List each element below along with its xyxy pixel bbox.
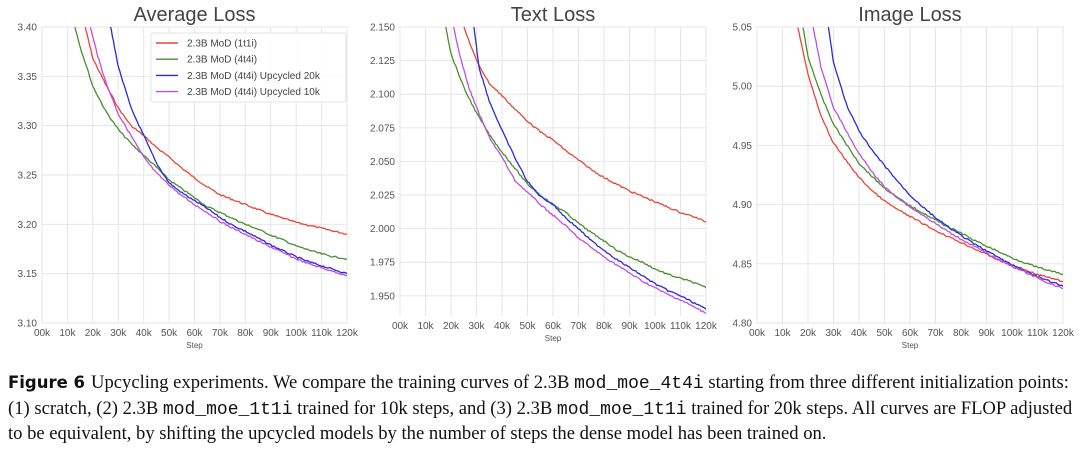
caption-text-3: trained for 10k steps, and (3) 2.3B — [292, 397, 557, 419]
x-tick-label: 40k — [136, 328, 153, 339]
x-tick-label: 10k — [417, 321, 434, 332]
x-tick-label: 20k — [443, 321, 460, 332]
y-tick-label: 3.10 — [18, 319, 38, 330]
x-tick-label: 60k — [902, 328, 919, 339]
series-line — [84, 27, 347, 235]
y-tick-label: 1.950 — [370, 291, 395, 302]
x-tick-label: 50k — [161, 328, 178, 339]
caption-code-2: mod_moe_1t1i — [162, 399, 293, 420]
series-line — [812, 27, 1063, 290]
caption-text-1: Upcycling experiments. We compare the tr… — [91, 372, 575, 393]
x-tick-label: 70k — [570, 321, 587, 332]
y-tick-label: 4.95 — [733, 141, 753, 152]
caption-code-3: mod_moe_1t1i — [556, 399, 687, 420]
y-tick-label: 3.40 — [18, 23, 38, 34]
y-tick-label: 2.025 — [370, 191, 395, 202]
series-line — [74, 27, 347, 260]
y-tick-label: 2.100 — [370, 90, 395, 101]
x-axis-label: Step — [902, 341, 919, 350]
x-tick-label: 00k — [34, 328, 51, 339]
y-tick-label: 3.30 — [18, 121, 38, 132]
y-tick-label: 5.00 — [733, 82, 753, 93]
x-tick-label: 50k — [876, 328, 893, 339]
x-tick-label: 100k — [644, 321, 667, 332]
figure-caption: Figure 6 Upcycling experiments. We compar… — [8, 371, 1076, 447]
x-tick-label: 80k — [237, 328, 254, 339]
series-line — [797, 27, 1063, 283]
x-tick-label: 110k — [1027, 328, 1049, 339]
y-tick-label: 3.20 — [18, 220, 38, 231]
x-tick-label: 00k — [392, 321, 409, 332]
x-axis-label: Step — [545, 334, 562, 343]
y-tick-label: 3.25 — [18, 171, 38, 182]
y-tick-label: 4.85 — [733, 259, 753, 270]
x-tick-label: 20k — [85, 328, 102, 339]
y-tick-label: 3.35 — [18, 72, 38, 83]
x-tick-label: 120k — [1052, 328, 1075, 339]
caption-text-4: trained for 20k steps. All curves are FL… — [8, 397, 1073, 445]
x-tick-label: 20k — [800, 328, 817, 339]
x-tick-label: 90k — [621, 321, 638, 332]
x-tick-label: 30k — [110, 328, 127, 339]
chart-title: Image Loss — [858, 4, 961, 26]
caption-text-2: starting from three different initializa… — [8, 372, 1069, 419]
series-line — [463, 27, 706, 223]
x-tick-label: 120k — [695, 321, 718, 332]
x-tick-label: 120k — [336, 328, 359, 339]
x-tick-label: 70k — [927, 328, 944, 339]
x-tick-label: 100k — [1001, 328, 1024, 339]
figure-charts: 00k 10k 20k 30k 40k 50k 60k 70k 80k 90k 100k 110k 12… — [18, 4, 1075, 350]
series-line — [453, 27, 706, 314]
caption-code-1: mod_moe_4t4i — [574, 374, 704, 394]
y-tick-label: 2.000 — [370, 224, 395, 235]
x-tick-label: 10k — [774, 328, 791, 339]
y-tick-label: 4.80 — [733, 319, 753, 330]
y-tick-label: 2.050 — [370, 157, 395, 168]
legend-label: 2.3B MoD (1t1i) — [187, 39, 257, 50]
series-line — [110, 27, 347, 275]
chart-title: Average Loss — [134, 4, 256, 26]
series-line — [473, 27, 706, 310]
series-line — [89, 27, 347, 277]
y-tick-label: 1.975 — [370, 258, 395, 269]
x-tick-label: 110k — [670, 321, 692, 332]
x-axis-label: Step — [186, 341, 203, 350]
figure-label: Figure 6 — [8, 373, 86, 392]
y-tick-label: 2.150 — [370, 23, 395, 34]
x-tick-label: 50k — [519, 321, 536, 332]
x-tick-label: 40k — [851, 328, 868, 339]
x-tick-label: 00k — [749, 328, 766, 339]
x-tick-label: 110k — [311, 328, 333, 339]
legend-box — [150, 32, 347, 103]
y-tick-label: 2.075 — [370, 123, 395, 134]
x-tick-label: 60k — [545, 321, 562, 332]
chart-title: Text Loss — [511, 4, 595, 26]
series-line — [827, 27, 1063, 287]
legend-label: 2.3B MoD (4t4i) Upcycled 10k — [187, 87, 321, 98]
y-tick-label: 2.125 — [370, 56, 395, 67]
x-tick-label: 10k — [59, 328, 76, 339]
y-tick-label: 4.90 — [733, 200, 753, 211]
x-tick-label: 40k — [494, 321, 511, 332]
x-tick-label: 30k — [825, 328, 842, 339]
y-tick-label: 5.05 — [733, 23, 753, 34]
x-tick-label: 90k — [263, 328, 280, 339]
x-tick-label: 80k — [953, 328, 970, 339]
series-line — [802, 27, 1063, 276]
legend-label: 2.3B MoD (4t4i) Upcycled 20k — [187, 71, 321, 82]
x-tick-label: 80k — [596, 321, 613, 332]
legend-label: 2.3B MoD (4t4i) — [187, 55, 257, 66]
y-tick-label: 3.15 — [18, 269, 38, 280]
x-tick-label: 60k — [186, 328, 203, 339]
x-tick-label: 70k — [212, 328, 229, 339]
x-tick-label: 90k — [978, 328, 995, 339]
x-tick-label: 100k — [285, 328, 308, 339]
x-tick-label: 30k — [468, 321, 485, 332]
